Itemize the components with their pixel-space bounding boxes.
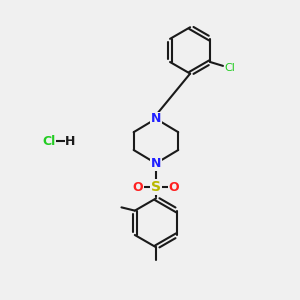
- Text: Cl: Cl: [224, 63, 235, 73]
- Text: N: N: [151, 157, 161, 170]
- Text: H: H: [65, 135, 76, 148]
- Text: O: O: [133, 181, 143, 194]
- Text: Cl: Cl: [42, 135, 56, 148]
- Text: S: S: [151, 180, 161, 194]
- Text: N: N: [151, 112, 161, 125]
- Text: O: O: [169, 181, 179, 194]
